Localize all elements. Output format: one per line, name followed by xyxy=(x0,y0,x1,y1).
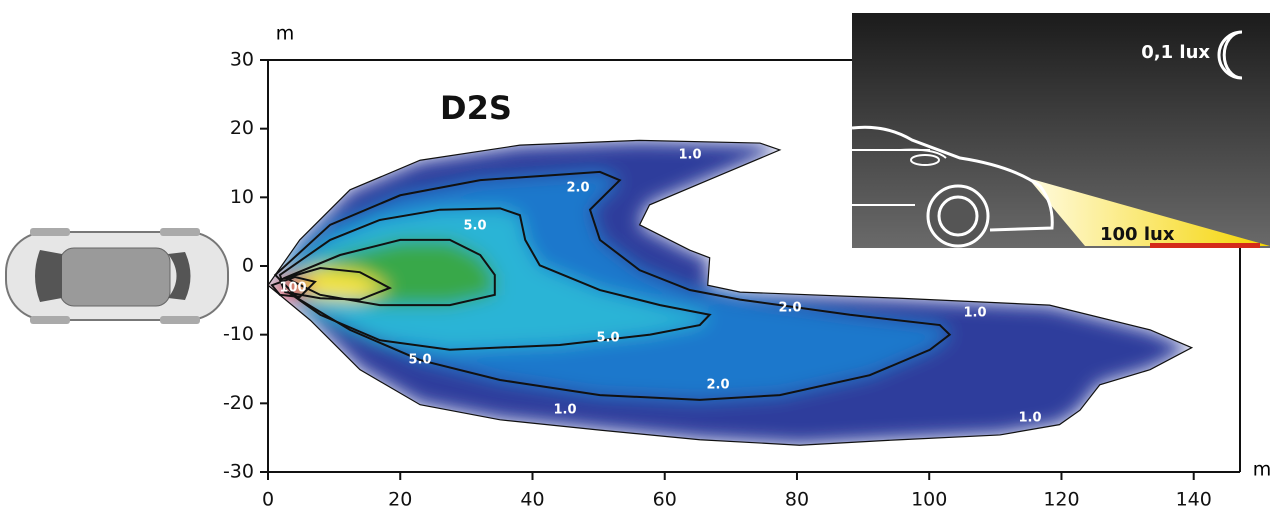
y-tick-label: -20 xyxy=(223,392,254,414)
x-tick-label: 140 xyxy=(1176,489,1212,511)
contour-line xyxy=(282,238,496,307)
contour-label: 1.0 xyxy=(1018,411,1041,426)
y-tick-label: -10 xyxy=(223,323,254,345)
contour-label: 1.0 xyxy=(678,148,701,163)
x-tick-label: 0 xyxy=(262,489,274,511)
contour-line xyxy=(278,207,712,351)
contour-line xyxy=(270,275,317,298)
x-tick-label: 20 xyxy=(388,489,412,511)
contour-label: 2.0 xyxy=(566,181,589,196)
contour-label: 5.0 xyxy=(408,353,431,368)
inset-label: 100 lux xyxy=(1100,224,1175,245)
x-tick-label: 60 xyxy=(653,489,677,511)
y-tick-label: 10 xyxy=(230,186,254,208)
x-tick-label: 80 xyxy=(785,489,809,511)
contour-line xyxy=(278,267,393,301)
contour-line xyxy=(273,170,952,401)
inset-label: 0,1 lux xyxy=(1141,42,1210,63)
contour-label: 5.0 xyxy=(463,219,486,234)
contour-label: 1.0 xyxy=(553,403,576,418)
chart-title: D2S xyxy=(440,89,512,127)
contour-line xyxy=(267,139,1194,446)
y-unit: m xyxy=(276,23,295,45)
car-icon xyxy=(5,228,229,324)
y-tick-label: -30 xyxy=(223,461,254,483)
contour-label: 5.0 xyxy=(596,331,619,346)
contour-label: 1.0 xyxy=(963,306,986,321)
y-tick-label: 20 xyxy=(230,117,254,139)
x-tick-label: 120 xyxy=(1043,489,1079,511)
x-tick-label: 100 xyxy=(911,489,947,511)
y-tick-label: 30 xyxy=(230,49,254,71)
plot-area: 1.01.01.01.02.02.02.05.05.05.01003020100… xyxy=(223,49,1241,511)
x-tick-label: 40 xyxy=(520,489,544,511)
contour-label: 2.0 xyxy=(706,378,729,393)
y-tick-label: 0 xyxy=(242,255,254,277)
inset xyxy=(852,13,1270,248)
contour-label: 100 xyxy=(279,281,306,296)
x-unit: m xyxy=(1253,459,1272,481)
heat-region xyxy=(279,268,390,300)
contour-label: 2.0 xyxy=(778,301,801,316)
